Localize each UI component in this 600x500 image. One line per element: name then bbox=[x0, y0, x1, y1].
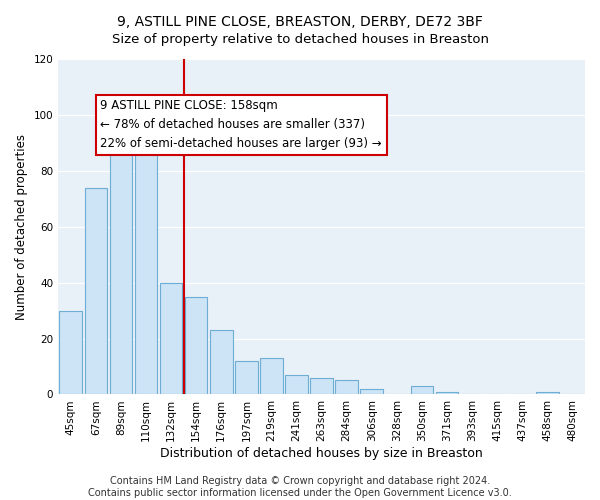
Bar bbox=[185, 296, 208, 394]
Bar bbox=[410, 386, 433, 394]
Bar bbox=[134, 146, 157, 394]
Bar bbox=[335, 380, 358, 394]
Bar bbox=[110, 132, 132, 394]
Bar bbox=[85, 188, 107, 394]
Text: Contains HM Land Registry data © Crown copyright and database right 2024.
Contai: Contains HM Land Registry data © Crown c… bbox=[88, 476, 512, 498]
Text: Size of property relative to detached houses in Breaston: Size of property relative to detached ho… bbox=[112, 32, 488, 46]
Text: 9 ASTILL PINE CLOSE: 158sqm
← 78% of detached houses are smaller (337)
22% of se: 9 ASTILL PINE CLOSE: 158sqm ← 78% of det… bbox=[100, 100, 382, 150]
Bar bbox=[210, 330, 233, 394]
Bar bbox=[310, 378, 333, 394]
Bar bbox=[260, 358, 283, 395]
Text: 9, ASTILL PINE CLOSE, BREASTON, DERBY, DE72 3BF: 9, ASTILL PINE CLOSE, BREASTON, DERBY, D… bbox=[117, 15, 483, 29]
Bar bbox=[235, 361, 257, 394]
Y-axis label: Number of detached properties: Number of detached properties bbox=[15, 134, 28, 320]
Bar bbox=[436, 392, 458, 394]
Bar bbox=[361, 389, 383, 394]
Bar bbox=[160, 282, 182, 395]
Bar bbox=[536, 392, 559, 394]
X-axis label: Distribution of detached houses by size in Breaston: Distribution of detached houses by size … bbox=[160, 447, 483, 460]
Bar bbox=[285, 375, 308, 394]
Bar bbox=[59, 310, 82, 394]
